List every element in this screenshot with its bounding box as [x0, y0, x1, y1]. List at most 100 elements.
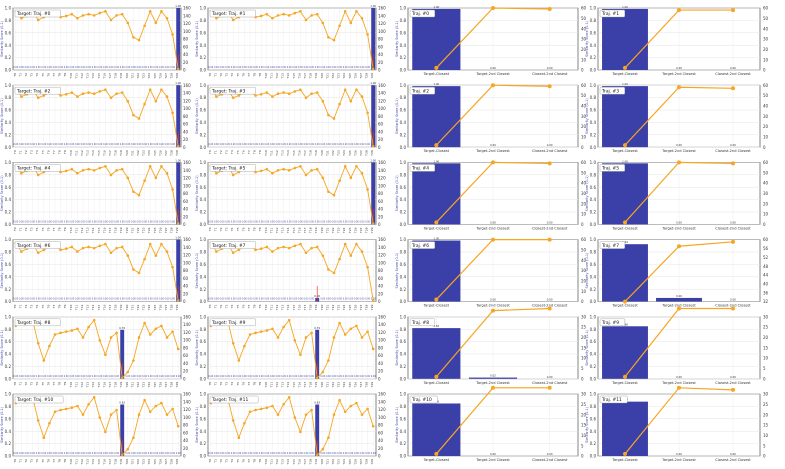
series-point: [154, 21, 158, 25]
bar-value-label: 0.00: [53, 143, 58, 146]
bar-value-label: 0.00: [298, 452, 303, 455]
x-tick-label: T27: [359, 382, 363, 389]
bar-value-label: 0.00: [81, 220, 86, 223]
x-tick-label: T28: [170, 227, 174, 234]
bar-value-label: 0.00: [259, 220, 264, 223]
y2-tick-label: 140: [183, 13, 191, 18]
x-tick-label: Target-2nd Closest: [475, 458, 510, 462]
series-point: [315, 245, 319, 249]
right-panel-9: 0.00.20.40.60.81.0051015202530Similarity…: [585, 306, 769, 385]
y-tick-label: 1.0: [590, 237, 597, 242]
x-tick-label: T0: [208, 150, 212, 155]
bar-value-label: 0.00: [360, 66, 365, 69]
y-tick-label: 0.2: [200, 55, 207, 60]
bar-value-label: 0.00: [153, 452, 158, 455]
bar-value-label: 0.00: [309, 298, 314, 301]
series-point: [731, 161, 735, 166]
x-tick-label: Target-2nd Closest: [661, 149, 696, 153]
x-tick-label: T3: [30, 73, 34, 78]
series-point: [265, 12, 269, 16]
plot-frame: [12, 316, 182, 380]
y2-tick-label: 40: [378, 284, 384, 289]
bar-value-label: 0.00: [125, 452, 130, 455]
x-tick-label: T19: [119, 227, 123, 234]
x-tick-label: T6: [46, 227, 50, 232]
series-point: [360, 336, 364, 339]
x-tick-label: T28: [170, 150, 174, 157]
series-point: [343, 165, 347, 168]
x-tick-label: T25: [348, 382, 352, 389]
x-tick-label: T23: [337, 459, 341, 466]
series-point: [321, 447, 325, 451]
y2-tick-label: 0: [763, 68, 766, 73]
bar-value-label: 0.00: [304, 220, 309, 223]
series-point: [171, 330, 174, 333]
bar-value-label: 0.00: [170, 375, 175, 378]
x-tick-label: T4: [35, 305, 39, 310]
series-point: [271, 404, 274, 408]
y-tick-label: 0.0: [200, 68, 207, 73]
series-point: [109, 96, 113, 100]
y-tick-label: 0.4: [200, 43, 207, 48]
bar-value-label: 0.00: [225, 220, 230, 223]
series-point: [70, 329, 74, 332]
y-tick-label: 0.2: [590, 364, 597, 369]
x-tick-label: T28: [365, 150, 369, 157]
title-box: [599, 9, 625, 18]
y2-tick-label: 20: [378, 137, 384, 142]
bar-value-label: 0.00: [53, 66, 58, 69]
y-tick-label: 0.2: [400, 287, 407, 292]
series-point: [315, 453, 319, 457]
y-tick-label: 1.0: [5, 314, 12, 319]
bar-value-label: 0.00: [270, 452, 275, 455]
x-tick-label: Target-Closest: [611, 226, 638, 230]
bar-highlight: [176, 8, 181, 70]
x-tick-label: T7: [52, 227, 56, 232]
title-box: [409, 86, 435, 95]
y2-tick-label: 50: [581, 248, 587, 253]
y2-tick-label: 10: [581, 289, 587, 294]
bar-value-label: 0.00: [730, 66, 736, 70]
series-point: [371, 144, 375, 148]
x-tick-label: T13: [86, 382, 90, 389]
bar-value-label: 0.00: [142, 298, 147, 301]
y-tick-label: 1.0: [200, 392, 207, 397]
bar-value-label: 0.00: [220, 220, 225, 223]
bar-value-label: 0.00: [320, 220, 325, 223]
bar-value-label: 0.00: [371, 298, 376, 301]
bar-value-label: 0.00: [287, 298, 292, 301]
bar: [412, 240, 461, 302]
bar: [412, 86, 461, 148]
series-point: [338, 257, 341, 261]
series-point: [115, 92, 118, 96]
series-point: [304, 96, 308, 100]
bar-value-label: 0.00: [109, 143, 114, 146]
bar-value-label: 0.00: [69, 66, 74, 69]
series-point: [434, 297, 439, 302]
x-tick-label: Closest-2nd Closest: [532, 381, 568, 385]
bar-value-label: 0.00: [103, 220, 108, 223]
bar-value-label: 0.00: [131, 66, 136, 69]
y2-tick-label: 20: [183, 60, 189, 65]
series-point: [623, 220, 627, 225]
series-point: [343, 88, 347, 91]
x-tick-label: T29: [175, 459, 179, 466]
y-tick-label: 0.4: [590, 43, 597, 48]
x-tick-label: T19: [119, 305, 123, 312]
y-tick-label: 0.2: [590, 55, 597, 60]
x-tick-label: T10: [69, 73, 73, 80]
series-point: [237, 436, 241, 440]
bar-value-label: 0.00: [86, 452, 91, 455]
series-point: [36, 173, 40, 177]
bar-value-label: 0.00: [92, 143, 97, 146]
bar-value-label: 0.00: [547, 298, 553, 302]
bar-value-label: 0.00: [309, 143, 314, 146]
x-tick-label: T27: [359, 227, 363, 234]
bar-value-label: 0.00: [170, 66, 175, 69]
y2-tick-label: 0: [183, 299, 186, 304]
series-point: [349, 176, 353, 180]
x-tick-label: Target-Closest: [611, 304, 638, 308]
bar-value-label: 1.00: [433, 237, 439, 241]
bar-value-label: 0.00: [148, 143, 153, 146]
title-box: [409, 241, 435, 249]
